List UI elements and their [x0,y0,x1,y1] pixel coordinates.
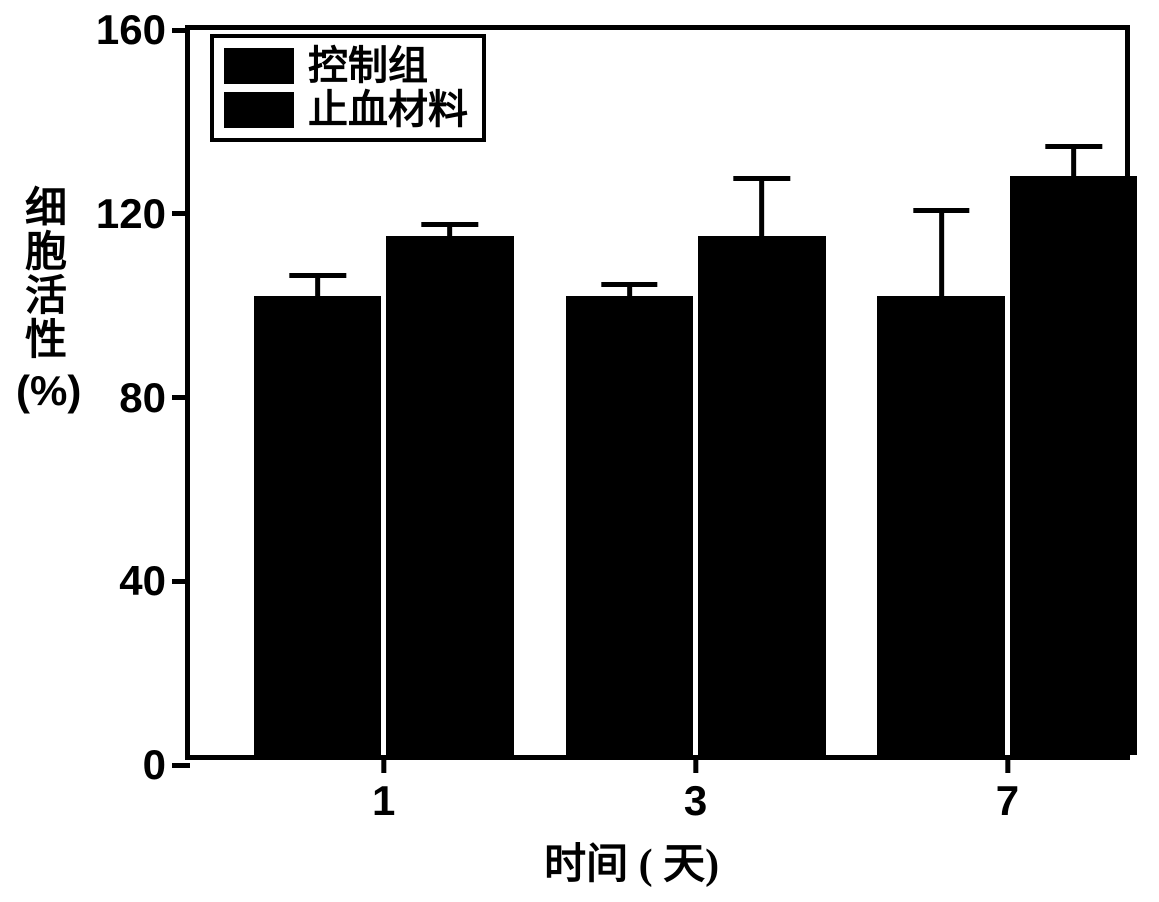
y-tick: 120 [96,190,190,238]
x-tick: 7 [996,755,1019,825]
y-tick-mark [172,211,190,216]
x-tick-label: 3 [684,777,707,825]
y-tick: 0 [143,741,190,789]
y-axis-label-char1: 细 [16,187,76,231]
x-tick-mark [1005,755,1010,773]
y-tick-label: 0 [143,741,166,789]
y-axis-label-char2: 胞 [16,231,76,275]
error-bar [289,273,346,296]
y-tick-label: 160 [96,6,166,54]
y-tick-label: 40 [119,557,166,605]
y-tick: 160 [96,6,190,54]
y-tick-mark [172,579,190,584]
bar [1010,176,1138,755]
y-tick-mark [172,763,190,768]
legend-item: 控制组 [224,44,468,88]
x-tick-label: 1 [372,777,395,825]
bar [566,296,694,755]
legend-swatch [224,92,294,128]
error-bar [422,222,479,236]
bar [386,236,514,755]
legend-label: 控制组 [308,44,428,88]
y-tick-mark [172,395,190,400]
y-tick: 80 [119,374,190,422]
x-tick: 3 [684,755,707,825]
y-axis-label-char4: 性 [16,319,76,363]
y-axis-label-unit: (%) [16,369,76,413]
bar [698,236,826,755]
bar [254,296,382,755]
error-bar [733,176,790,236]
y-axis-label: 细 胞 活 性 (%) [16,187,76,413]
x-tick-label: 7 [996,777,1019,825]
y-tick: 40 [119,557,190,605]
x-tick-mark [693,755,698,773]
error-bar [601,282,658,296]
y-tick-label: 120 [96,190,166,238]
x-tick: 1 [372,755,395,825]
error-bar [1045,144,1102,176]
x-axis-label: 时间 ( 天) [544,830,719,891]
error-bar [913,208,970,295]
y-tick-mark [172,28,190,33]
bar [877,296,1005,755]
legend-label: 止血材料 [308,88,468,132]
x-tick-mark [381,755,386,773]
legend-item: 止血材料 [224,88,468,132]
y-axis-label-char3: 活 [16,275,76,319]
y-tick-label: 80 [119,374,166,422]
legend-swatch [224,48,294,84]
legend: 控制组 止血材料 [210,34,486,142]
figure: 0 40 80 120 160 1 3 7 细 胞 活 性 (%) 时间 ( 天) 控制组 止… [0,0,1159,902]
